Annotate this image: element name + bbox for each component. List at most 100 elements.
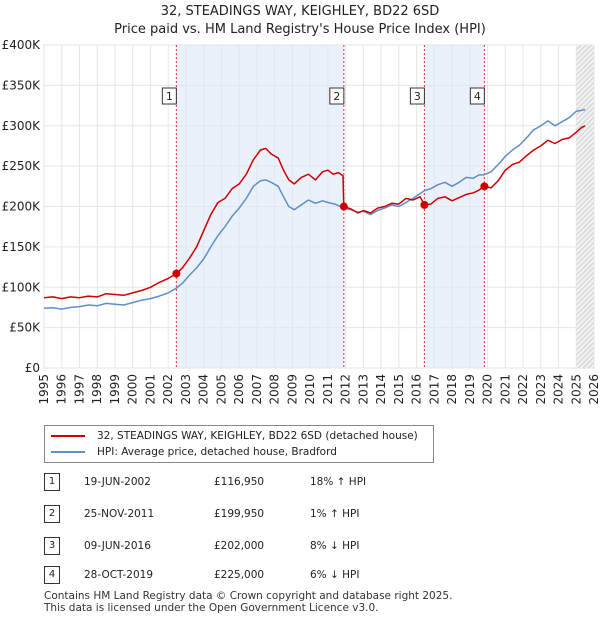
x-tick-label: 2015 — [392, 374, 406, 405]
price-chart: 1 2 3 4 £0 £50K £100K £150K £200K £250K £300K £350… — [2, 12, 600, 405]
y-tick-label: £0 — [25, 361, 40, 375]
transaction-price: £202,000 — [214, 540, 265, 552]
hatch-line — [576, 151, 594, 171]
legend-swatch-property — [51, 435, 85, 437]
x-tick-label: 1999 — [108, 374, 122, 405]
transaction-marker-box — [409, 87, 425, 105]
hatch-line — [576, 291, 594, 311]
transaction-point — [420, 200, 429, 209]
hatch-line — [576, 66, 594, 86]
hatch-line — [576, 221, 594, 241]
legend-item-hpi: HPI: Average price, detached house, Brad… — [51, 444, 337, 460]
hatch-line — [576, 176, 594, 196]
x-tick-label: 2025 — [569, 374, 583, 405]
x-tick-label: 2016 — [410, 374, 424, 405]
transaction-number: 2 — [44, 505, 60, 523]
chart-title: 32, STEADINGS WAY, KEIGHLEY, BD22 6SD — [160, 4, 440, 19]
x-tick-label: 2021 — [498, 374, 512, 405]
hatch-line — [576, 331, 594, 351]
ownership-span — [176, 45, 344, 368]
x-tick-label: 1996 — [55, 374, 69, 405]
hatch-line — [576, 346, 594, 366]
transaction-number: 3 — [44, 537, 60, 555]
x-tick-label: 2022 — [516, 374, 530, 405]
hatch-line — [576, 45, 587, 56]
x-tick-label: 2005 — [214, 374, 228, 405]
hatch-line — [576, 131, 594, 151]
x-tick-label: 2020 — [481, 374, 495, 405]
x-tick-label: 2007 — [250, 374, 264, 405]
legend-swatch-hpi — [51, 451, 85, 453]
hatch-line — [587, 361, 594, 368]
hatch-line — [576, 126, 594, 146]
transaction-date: 28-OCT-2019 — [84, 569, 153, 581]
series-line-property — [43, 125, 586, 300]
x-tick-label: 2003 — [179, 374, 193, 405]
chart-subtitle: Price paid vs. HM Land Registry's House … — [114, 22, 486, 37]
hatch-line — [576, 86, 594, 106]
x-tick-label: 2002 — [161, 374, 175, 405]
hatch-line — [576, 216, 594, 236]
hatch-line — [576, 91, 594, 111]
series-line-hpi — [43, 108, 586, 310]
x-tick-label: 2008 — [268, 374, 282, 405]
hatch-line — [576, 276, 594, 296]
hatch-line — [576, 146, 594, 166]
hatch-line — [576, 336, 594, 356]
x-tick-label: 2014 — [374, 374, 388, 405]
hatch-line — [576, 171, 594, 191]
hatch-line — [576, 281, 594, 301]
transaction-point — [339, 202, 348, 211]
transaction-marker-label: 2 — [333, 90, 340, 103]
hatch-line — [576, 301, 594, 321]
x-tick-label: 2004 — [197, 374, 211, 405]
hatch-line — [576, 156, 594, 176]
transaction-marker-label: 4 — [474, 90, 481, 103]
transaction-hpi: 1% ↑ HPI — [310, 508, 360, 520]
hatch-line — [576, 12, 594, 30]
hatch-line — [576, 186, 594, 206]
hatch-line — [576, 236, 594, 256]
x-tick-label: 2010 — [303, 374, 317, 405]
transaction-hpi: 18% ↑ HPI — [310, 476, 367, 488]
hatch-line — [576, 101, 594, 121]
hatch-line — [576, 266, 594, 286]
x-tick-label: 2024 — [552, 374, 566, 405]
hatch-line — [576, 251, 594, 271]
hatch-line — [576, 296, 594, 316]
x-tick-label: 2009 — [285, 374, 299, 405]
hatch-line — [576, 161, 594, 181]
hatch-line — [576, 231, 594, 251]
hatch-line — [576, 96, 594, 116]
legend-item-property: 32, STEADINGS WAY, KEIGHLEY, BD22 6SD (d… — [51, 428, 418, 444]
hatch-line — [576, 191, 594, 211]
hatch-line — [576, 141, 594, 161]
hatch-line — [576, 326, 594, 346]
x-tick-label: 2011 — [321, 374, 335, 405]
transaction-point — [172, 269, 181, 278]
transaction-price: £225,000 — [214, 569, 265, 581]
x-tick-label: 2017 — [427, 374, 441, 405]
hatch-line — [576, 166, 594, 186]
transaction-marker-box — [161, 87, 177, 105]
y-tick-label: £300K — [2, 119, 42, 133]
transaction-price: £116,950 — [214, 476, 265, 488]
hatch-line — [576, 311, 594, 331]
x-tick-label: 1995 — [37, 374, 51, 405]
x-tick-label: 2026 — [587, 374, 600, 405]
footer-licence: This data is licensed under the Open Gov… — [44, 602, 379, 614]
transaction-number: 4 — [44, 566, 60, 584]
hatch-line — [576, 45, 577, 46]
hatch-line — [576, 81, 594, 101]
hatch-line — [576, 71, 594, 91]
transaction-marker-label: 3 — [414, 90, 421, 103]
hatch-line — [576, 226, 594, 246]
hatch-line — [576, 306, 594, 326]
x-tick-label: 1997 — [72, 374, 86, 405]
transaction-hpi: 6% ↓ HPI — [310, 569, 360, 581]
hatch-line — [576, 45, 582, 51]
y-tick-label: £100K — [2, 280, 42, 294]
x-tick-label: 2000 — [126, 374, 140, 405]
hatch-line — [576, 17, 594, 35]
